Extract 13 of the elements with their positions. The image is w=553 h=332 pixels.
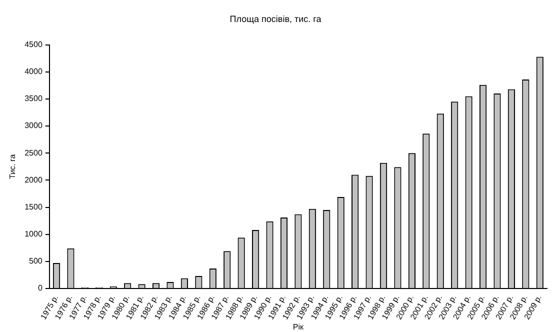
y-tick-label: 3500	[24, 94, 43, 104]
y-tick-label: 2000	[24, 175, 43, 184]
y-tick-label: 4500	[24, 40, 43, 50]
y-tick-label: 2500	[24, 148, 43, 158]
y-tick-label: 4000	[24, 67, 43, 76]
y-axis-title: Тис. га	[8, 154, 18, 179]
y-tick-label: 1000	[24, 230, 43, 239]
y-tick-label: 1500	[24, 202, 43, 212]
y-tick-label: 500	[29, 256, 43, 266]
y-tick-label: 0	[38, 284, 43, 293]
chart-title: Площа посівів, тис. га	[230, 14, 322, 24]
y-tick-label: 3000	[24, 121, 43, 130]
x-axis-title: Рік	[292, 322, 304, 332]
